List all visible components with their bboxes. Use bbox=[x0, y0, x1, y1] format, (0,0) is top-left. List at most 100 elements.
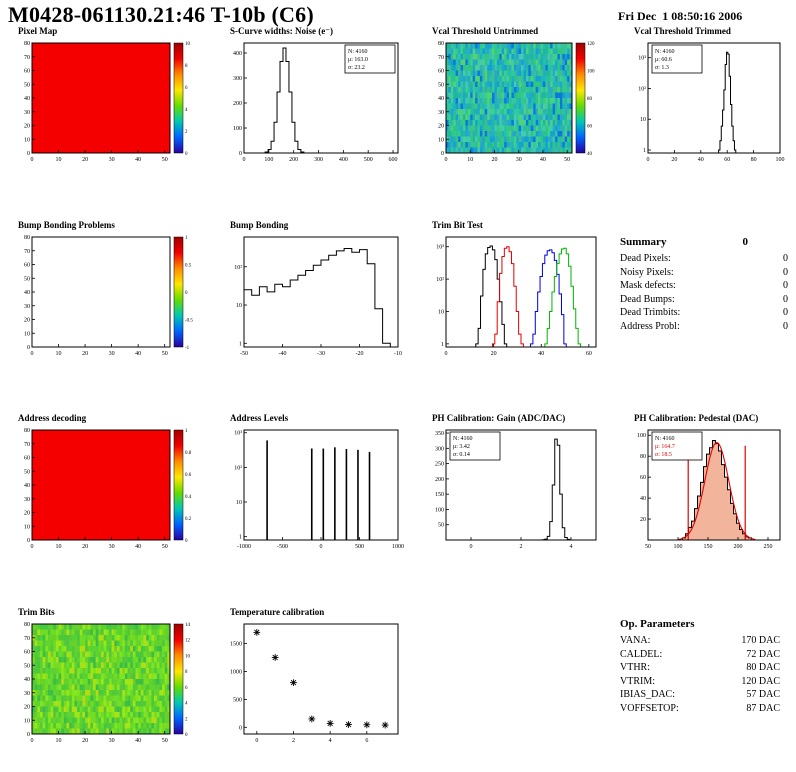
row-label: Dead Pixels: bbox=[620, 253, 671, 264]
row-label: VANA: bbox=[620, 635, 651, 646]
param-row: IBIAS_DAC: 57 DAC bbox=[620, 688, 780, 702]
panel-vcal-untrimmed: Vcal Threshold Untrimmed 0 10 20 30 40 50 0 10 20… bbox=[416, 26, 612, 173]
svg-text:0: 0 bbox=[243, 157, 246, 163]
svg-text:50: 50 bbox=[162, 157, 168, 163]
svg-text:60: 60 bbox=[24, 456, 30, 462]
svg-text:20: 20 bbox=[438, 124, 444, 130]
svg-text:10: 10 bbox=[185, 42, 191, 47]
svg-text:0: 0 bbox=[185, 152, 188, 157]
svg-text:μ: 3.42: μ: 3.42 bbox=[453, 444, 470, 450]
param-row: Dead Trimbits: 0 bbox=[620, 306, 788, 320]
svg-text:70: 70 bbox=[438, 55, 444, 61]
svg-text:0: 0 bbox=[320, 544, 323, 550]
svg-text:300: 300 bbox=[435, 446, 444, 452]
svg-text:50: 50 bbox=[162, 351, 168, 357]
panel-ph-gain: PH Calibration: Gain (ADC/DAC) 0 2 4 50 100 15… bbox=[416, 413, 612, 560]
svg-text:60: 60 bbox=[24, 263, 30, 269]
svg-text:10: 10 bbox=[236, 303, 242, 309]
svg-text:60: 60 bbox=[438, 69, 444, 75]
svg-text:-30: -30 bbox=[317, 351, 325, 357]
svg-text:20: 20 bbox=[491, 351, 497, 357]
svg-text:-20: -20 bbox=[356, 351, 364, 357]
svg-text:10: 10 bbox=[24, 331, 30, 337]
svg-text:12: 12 bbox=[185, 639, 191, 644]
param-row: VTRIM: 120 DAC bbox=[620, 675, 780, 689]
svg-text:80: 80 bbox=[24, 235, 30, 241]
svg-text:40: 40 bbox=[135, 738, 141, 744]
svg-text:2: 2 bbox=[185, 130, 188, 135]
svg-text:70: 70 bbox=[24, 55, 30, 61]
svg-text:60: 60 bbox=[24, 650, 30, 656]
svg-text:120: 120 bbox=[587, 42, 595, 47]
svg-text:50: 50 bbox=[162, 544, 168, 550]
svg-text:0: 0 bbox=[255, 738, 258, 744]
svg-text:1000: 1000 bbox=[230, 669, 242, 675]
svg-text:50: 50 bbox=[24, 276, 30, 282]
svg-text:60: 60 bbox=[724, 157, 730, 163]
row-value: 72 DAC bbox=[746, 648, 780, 660]
svg-text:0: 0 bbox=[31, 351, 34, 357]
svg-text:10: 10 bbox=[185, 654, 191, 659]
panel-trim-bits: Trim Bits 0 10 20 30 40 50 0 10 20 30 40 50 60 70 80 14 1… bbox=[2, 607, 210, 754]
svg-text:0: 0 bbox=[239, 151, 242, 157]
svg-text:μ: 60.6: μ: 60.6 bbox=[655, 57, 672, 63]
svg-text:100: 100 bbox=[587, 70, 595, 75]
svg-text:20: 20 bbox=[491, 157, 497, 163]
svg-text:80: 80 bbox=[24, 428, 30, 434]
row-value: 80 DAC bbox=[746, 662, 780, 673]
svg-text:100: 100 bbox=[435, 507, 444, 513]
svg-text:N: 4160: N: 4160 bbox=[348, 49, 368, 55]
param-row: Address Probl: 0 bbox=[620, 320, 788, 334]
temperature-title: Temperature calibration bbox=[230, 607, 325, 617]
svg-text:0.2: 0.2 bbox=[185, 517, 192, 522]
svg-text:0: 0 bbox=[239, 725, 242, 731]
scurve-noise-title: S-Curve widths: Noise (e⁻) bbox=[230, 26, 333, 36]
svg-text:2: 2 bbox=[520, 544, 523, 550]
svg-text:20: 20 bbox=[82, 157, 88, 163]
trimbit-test-title: Trim Bit Test bbox=[432, 220, 483, 230]
svg-text:60: 60 bbox=[640, 475, 646, 481]
svg-text:40: 40 bbox=[540, 157, 546, 163]
vcal-trimmed-plot: 0 20 40 60 80 100 1 10 10² 10³ N: 4160 μ: 60.6 σ: 1.… bbox=[638, 42, 785, 163]
svg-text:80: 80 bbox=[640, 454, 646, 460]
svg-text:250: 250 bbox=[764, 544, 773, 550]
param-row: VOFFSETOP: 87 DAC bbox=[620, 702, 780, 716]
svg-text:30: 30 bbox=[24, 497, 30, 503]
svg-text:0: 0 bbox=[185, 539, 188, 544]
svg-text:0.4: 0.4 bbox=[185, 495, 192, 500]
svg-text:30: 30 bbox=[109, 351, 115, 357]
svg-text:10: 10 bbox=[24, 718, 30, 724]
summary-rows: Dead Pixels: 0 Noisy Pixels: 0 Mask defects:… bbox=[620, 252, 788, 333]
address-decoding-title: Address decoding bbox=[18, 413, 87, 423]
svg-text:8: 8 bbox=[185, 670, 188, 675]
param-row: VANA: 170 DAC bbox=[620, 634, 780, 648]
svg-text:30: 30 bbox=[24, 304, 30, 310]
svg-text:80: 80 bbox=[24, 622, 30, 628]
svg-text:60: 60 bbox=[24, 69, 30, 75]
svg-text:4: 4 bbox=[185, 108, 188, 113]
row-value: 0 bbox=[783, 320, 788, 332]
ph-pedestal-plot: 50 100 150 200 250 20 40 60 80 100 N: 4160 μ: 164.7… bbox=[637, 429, 781, 550]
param-row: Dead Pixels: 0 bbox=[620, 252, 788, 266]
svg-text:1: 1 bbox=[239, 535, 242, 541]
svg-text:80: 80 bbox=[24, 41, 30, 47]
svg-text:40: 40 bbox=[24, 290, 30, 296]
svg-text:0: 0 bbox=[27, 538, 30, 544]
svg-text:30: 30 bbox=[24, 691, 30, 697]
svg-text:10: 10 bbox=[236, 500, 242, 506]
svg-text:0: 0 bbox=[470, 544, 473, 550]
svg-text:500: 500 bbox=[233, 697, 242, 703]
svg-text:4: 4 bbox=[329, 738, 332, 744]
svg-text:0: 0 bbox=[185, 733, 188, 738]
svg-text:-0.5: -0.5 bbox=[185, 319, 193, 324]
svg-text:2: 2 bbox=[185, 717, 188, 722]
svg-text:40: 40 bbox=[538, 351, 544, 357]
svg-text:100: 100 bbox=[776, 157, 785, 163]
svg-text:20: 20 bbox=[24, 318, 30, 324]
svg-text:N: 4160: N: 4160 bbox=[655, 49, 675, 55]
row-value: 0 bbox=[783, 293, 788, 305]
panel-bump-problems: Bump Bonding Problems 0 10 20 30 40 50 0 10 20 30 4… bbox=[2, 220, 210, 367]
svg-text:1: 1 bbox=[239, 341, 242, 347]
svg-text:0: 0 bbox=[31, 544, 34, 550]
